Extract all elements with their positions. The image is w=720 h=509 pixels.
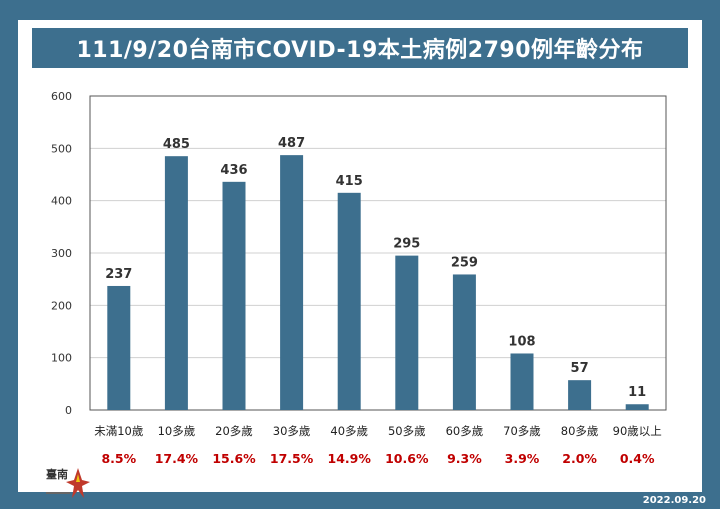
x-category-label: 60多歲 bbox=[446, 424, 484, 438]
x-category-label: 10多歲 bbox=[158, 424, 196, 438]
value-labels: 237 485 436 487 415 295 259 108 57 11 bbox=[105, 136, 646, 400]
tainan-city-logo: 臺南 bbox=[44, 462, 90, 502]
bar-value-label: 436 bbox=[220, 163, 247, 178]
y-axis-ticks: 0 100 200 300 400 500 600 bbox=[51, 90, 72, 417]
x-category-label: 20多歲 bbox=[215, 424, 253, 438]
bar bbox=[107, 285, 131, 410]
x-category-label: 80多歲 bbox=[561, 424, 599, 438]
y-tick-label: 0 bbox=[65, 404, 72, 417]
logo-text: 臺南 bbox=[46, 467, 68, 481]
percent-label: 0.4% bbox=[620, 451, 655, 466]
chart-card: 111/9/20台南市COVID-19本土病例2790例年齡分布 0 100 200… bbox=[18, 20, 702, 498]
percent-label: 10.6% bbox=[385, 451, 429, 466]
percent-label: 2.0% bbox=[562, 451, 597, 466]
percent-label: 17.5% bbox=[270, 451, 314, 466]
bar-value-label: 237 bbox=[105, 267, 132, 282]
percent-label: 8.5% bbox=[101, 451, 136, 466]
y-tick-label: 600 bbox=[51, 90, 72, 103]
x-category-label: 30多歲 bbox=[273, 424, 311, 438]
logo-underline bbox=[46, 492, 70, 494]
bar bbox=[164, 156, 188, 410]
percent-label: 15.6% bbox=[212, 451, 256, 466]
bar-value-label: 295 bbox=[393, 237, 420, 252]
x-category-label: 50多歲 bbox=[388, 424, 426, 438]
bar bbox=[452, 274, 476, 410]
percent-label: 17.4% bbox=[155, 451, 199, 466]
logo-star-icon bbox=[66, 468, 90, 498]
bar bbox=[280, 155, 304, 410]
plot-frame bbox=[89, 95, 667, 411]
bar-value-label: 415 bbox=[336, 174, 363, 189]
percent-label: 9.3% bbox=[447, 451, 482, 466]
y-tick-label: 200 bbox=[51, 299, 72, 312]
chart-title: 111/9/20台南市COVID-19本土病例2790例年齡分布 bbox=[32, 28, 688, 68]
y-tick-label: 300 bbox=[51, 247, 72, 260]
percent-row: 8.5% 17.4% 15.6% 17.5% 14.9% 10.6% 9.3% 3.9% 2.0… bbox=[101, 451, 655, 466]
bar-value-label: 259 bbox=[451, 255, 478, 270]
bar bbox=[395, 255, 419, 410]
bar-value-label: 11 bbox=[628, 385, 646, 400]
x-axis-labels: 未滿10歲 10多歲 20多歲 30多歲 40多歲 50多歲 60多歲 70多歲 80多歲 90歲… bbox=[94, 424, 662, 438]
bar bbox=[625, 404, 649, 410]
x-category-label: 90歲以上 bbox=[613, 424, 662, 438]
bar-value-label: 108 bbox=[508, 334, 535, 349]
x-category-label: 40多歲 bbox=[330, 424, 368, 438]
y-tick-label: 500 bbox=[51, 142, 72, 155]
bar bbox=[337, 192, 361, 410]
bar-value-label: 487 bbox=[278, 136, 305, 151]
percent-label: 3.9% bbox=[505, 451, 540, 466]
bar-chart: 0 100 200 300 400 500 600 237 485 436 487 415 295 25… bbox=[51, 90, 667, 466]
y-tick-label: 400 bbox=[51, 195, 72, 208]
x-category-label: 70多歲 bbox=[503, 424, 541, 438]
logo-flame-icon bbox=[76, 474, 80, 482]
x-category-label: 未滿10歲 bbox=[94, 424, 143, 438]
percent-label: 14.9% bbox=[328, 451, 372, 466]
bar bbox=[510, 353, 534, 410]
bar bbox=[568, 380, 592, 410]
bar bbox=[222, 181, 246, 410]
date-stamp: 2022.09.20 bbox=[642, 495, 706, 506]
bars bbox=[107, 155, 649, 410]
bar-value-label: 57 bbox=[571, 361, 589, 376]
y-tick-label: 100 bbox=[51, 352, 72, 365]
bar-value-label: 485 bbox=[163, 137, 190, 152]
